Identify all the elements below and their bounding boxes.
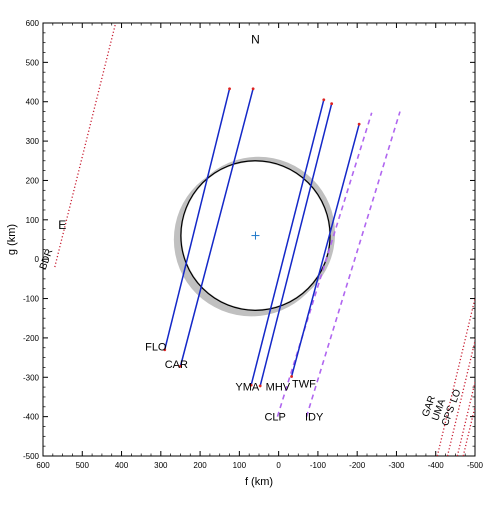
far-chord-lo	[462, 403, 475, 456]
plot-area	[54, 23, 475, 456]
y-tick-label: -300	[23, 373, 40, 382]
far-chord-bdr	[54, 23, 117, 268]
site-label-clp: CLP	[264, 412, 285, 424]
x-tick-label: -300	[388, 461, 405, 470]
far-chord-cps	[456, 379, 475, 456]
y-tick-label: -100	[23, 295, 40, 304]
chord-endpoint	[330, 102, 334, 106]
far-chord-gar	[436, 295, 475, 456]
chord-endpoint	[258, 384, 262, 388]
axis-ticks: 600 500 400 300 200 100 0 -100 -200 -300 -400 -5006…	[23, 19, 484, 470]
y-tick-label: 200	[26, 176, 40, 185]
chord-endpoint	[290, 375, 293, 378]
positive-chord-mhv	[259, 103, 333, 387]
chord-endpoint	[228, 87, 231, 91]
site-label-bdr: BDR	[38, 248, 56, 272]
x-tick-label: 400	[115, 461, 129, 470]
east-label: E	[58, 218, 66, 232]
site-label-yma: YMA	[235, 381, 260, 393]
x-axis-label: f (km)	[245, 476, 273, 488]
positive-chord-yma	[250, 99, 325, 386]
y-tick-label: -500	[23, 452, 40, 461]
x-tick-label: -400	[428, 461, 445, 470]
x-tick-label: -100	[310, 461, 327, 470]
positive-chord-flo	[164, 88, 231, 350]
y-tick-label: 400	[26, 98, 40, 107]
y-tick-label: 100	[26, 216, 40, 225]
y-axis-label: g (km)	[6, 224, 18, 255]
chord-endpoint	[249, 383, 253, 387]
chord-endpoint	[251, 87, 255, 91]
y-tick-label: 600	[26, 19, 40, 28]
y-tick-label: -200	[23, 334, 40, 343]
chord-endpoint	[357, 122, 361, 126]
site-label-idy: IDY	[305, 412, 324, 424]
positive-chord-twf	[290, 123, 360, 377]
chord-endpoint	[163, 348, 167, 352]
x-tick-label: 300	[154, 461, 168, 470]
site-label-twf: TWF	[292, 379, 316, 391]
negative-chord-clp	[276, 112, 373, 417]
chord-endpoint	[179, 364, 182, 368]
site-label-lo: LO	[449, 388, 464, 405]
x-tick-label: 600	[36, 461, 50, 470]
x-tick-label: 500	[76, 461, 90, 470]
chord-endpoint	[322, 98, 326, 102]
north-label: N	[251, 32, 260, 46]
negative-chord-idy	[305, 111, 401, 417]
y-tick-label: 500	[26, 58, 40, 67]
x-tick-label: 200	[193, 461, 207, 470]
site-label-flo: FLO	[145, 342, 167, 354]
x-tick-label: 0	[276, 461, 281, 470]
x-tick-label: -200	[349, 461, 366, 470]
x-tick-label: -500	[467, 461, 484, 470]
y-tick-label: 300	[26, 137, 40, 146]
site-label-mhv: MHV	[266, 381, 291, 393]
site-label-car: CAR	[165, 359, 188, 371]
y-tick-label: -400	[23, 413, 40, 422]
far-chord-uma	[446, 338, 475, 456]
y-tick-label: 0	[35, 255, 40, 264]
x-tick-label: 100	[233, 461, 247, 470]
positive-chord-car	[179, 88, 254, 367]
